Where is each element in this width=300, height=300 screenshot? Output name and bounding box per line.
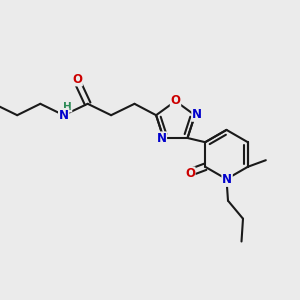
Text: O: O xyxy=(185,167,195,180)
Text: N: N xyxy=(156,132,167,145)
Text: N: N xyxy=(192,108,202,121)
Text: H: H xyxy=(63,102,72,112)
Text: O: O xyxy=(72,73,82,86)
Text: N: N xyxy=(59,109,69,122)
Text: N: N xyxy=(222,173,232,186)
Text: O: O xyxy=(170,94,181,107)
